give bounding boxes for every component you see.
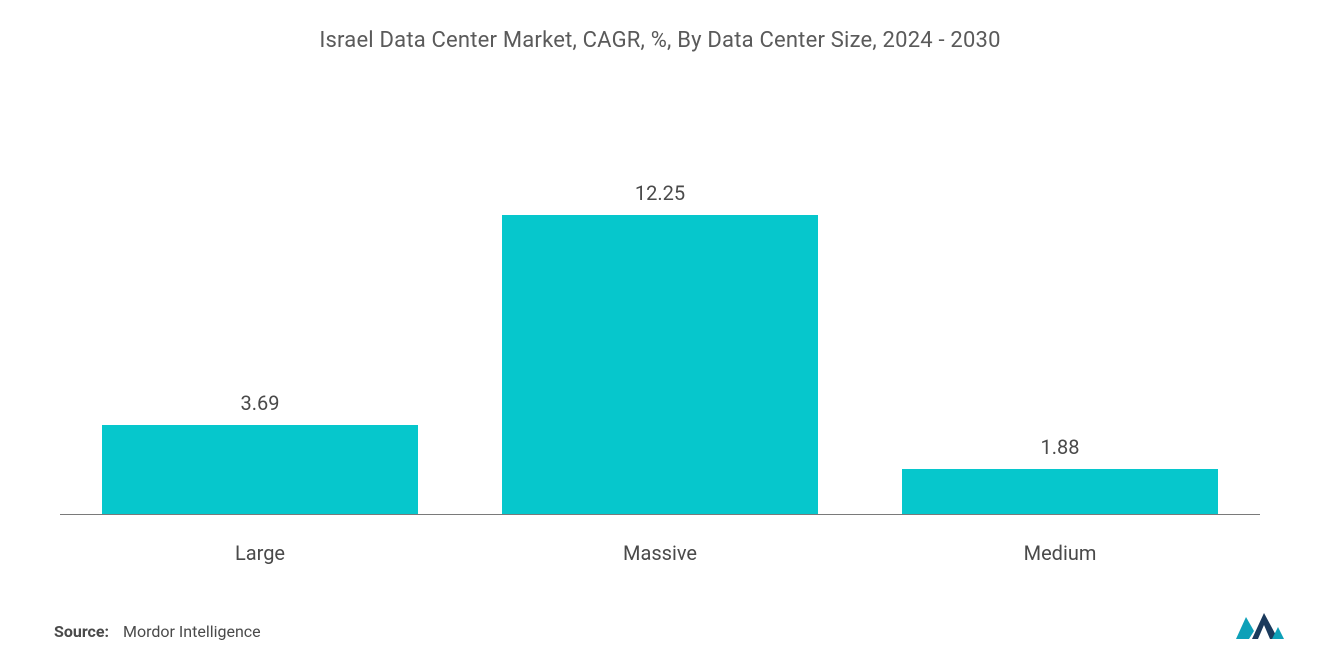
bar-rect-massive [502, 215, 819, 515]
x-label-large: Large [80, 541, 440, 565]
mordor-logo-icon [1234, 609, 1286, 645]
bar-rect-medium [902, 469, 1219, 515]
source-line: Source: Mordor Intelligence [54, 622, 261, 641]
x-axis-labels: Large Massive Medium [60, 541, 1260, 565]
x-label-massive: Massive [480, 541, 840, 565]
bar-group-massive: 12.25 [480, 181, 840, 515]
bar-group-large: 3.69 [80, 391, 440, 515]
chart-title: Israel Data Center Market, CAGR, %, By D… [0, 0, 1320, 53]
source-value: Mordor Intelligence [123, 622, 261, 641]
bar-value-massive: 12.25 [635, 181, 685, 205]
source-label: Source: [54, 622, 109, 641]
bar-value-medium: 1.88 [1041, 435, 1080, 459]
x-axis-baseline [60, 514, 1260, 515]
x-label-medium: Medium [880, 541, 1240, 565]
bar-group-medium: 1.88 [880, 435, 1240, 515]
bar-value-large: 3.69 [241, 391, 280, 415]
plot-area: 3.69 12.25 1.88 [60, 90, 1260, 515]
bar-rect-large [102, 425, 419, 515]
